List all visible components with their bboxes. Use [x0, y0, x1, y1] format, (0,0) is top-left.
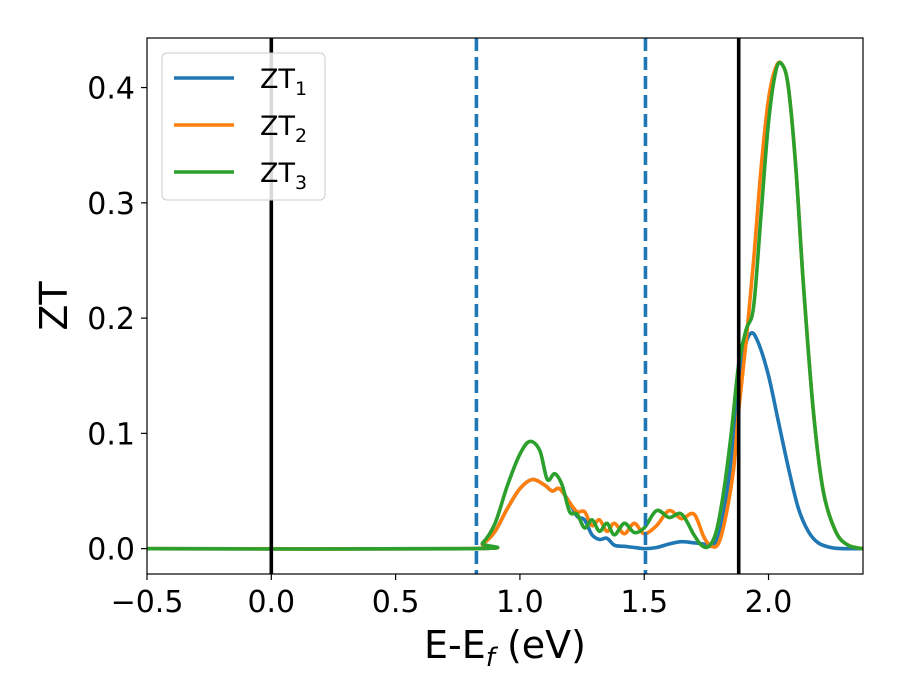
y-axis-label: ZT [32, 281, 76, 331]
legend-box [161, 52, 326, 201]
x-axis-label: E-Ef (eV) [424, 623, 586, 673]
x-tick-label: 0.5 [372, 585, 420, 620]
y-tick-label: 0.1 [87, 417, 135, 452]
legend: ZT1 ZT2 ZT3 [161, 52, 326, 201]
legend-label-2: ZT2 [260, 111, 307, 147]
x-tick-label: 0.0 [247, 585, 295, 620]
x-tick-label: 1.0 [496, 585, 544, 620]
y-tick-label: 0.0 [87, 533, 135, 568]
series-line-3 [147, 60, 863, 551]
y-tick-label: 0.3 [87, 187, 135, 222]
y-tick-label: 0.2 [87, 302, 135, 337]
x-tick-label: 2.0 [745, 585, 793, 620]
legend-label-3: ZT3 [260, 158, 307, 194]
plot-frame [146, 37, 864, 575]
x-tick-label: −0.5 [111, 585, 184, 620]
y-tick-label: 0.4 [87, 72, 135, 107]
x-tick-label: 1.5 [620, 585, 668, 620]
legend-label-1: ZT1 [260, 64, 307, 100]
